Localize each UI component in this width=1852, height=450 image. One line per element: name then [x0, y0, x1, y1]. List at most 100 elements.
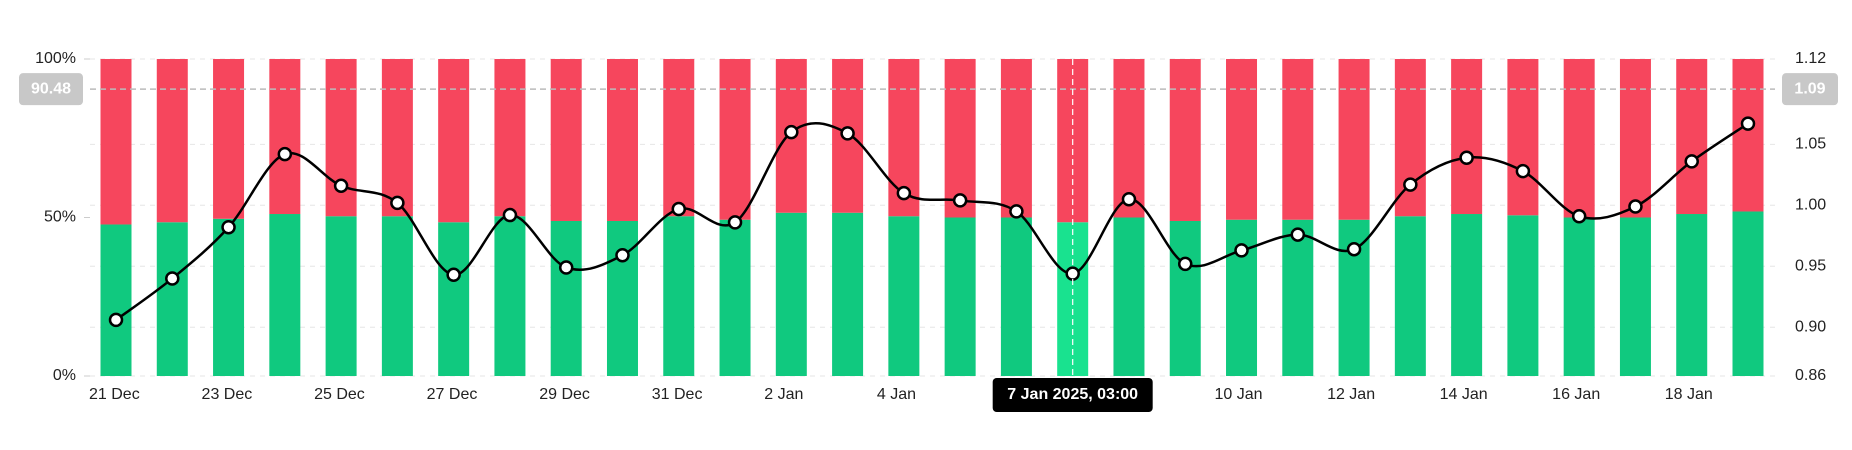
- long-bar: [550, 220, 582, 376]
- y2-tick-label: 1.05: [1795, 136, 1826, 153]
- long-bar: [663, 216, 695, 376]
- ratio-point: [896, 185, 912, 201]
- short-bar: [1113, 59, 1145, 218]
- short-bar: [1338, 59, 1370, 220]
- long-bar: [494, 216, 526, 376]
- short-bar: [269, 59, 301, 215]
- ratio-point: [1009, 204, 1024, 219]
- ratio-point: [165, 271, 180, 286]
- x-tick-label: 21 Dec: [89, 386, 140, 403]
- short-bar: [1676, 59, 1708, 215]
- crosshair-y2-label: 1.09: [1794, 80, 1825, 97]
- long-bar: [1732, 211, 1764, 376]
- short-bar: [606, 59, 638, 221]
- crosshair-y-badge: [19, 73, 83, 106]
- short-bar: [100, 59, 132, 225]
- short-bar: [1226, 59, 1258, 220]
- ratio-point: [333, 178, 349, 194]
- y-tick-label: 100%: [35, 50, 76, 67]
- long-bar: [1619, 217, 1651, 376]
- long-bar: [325, 216, 357, 376]
- long-bar: [775, 212, 807, 376]
- short-bar: [1282, 59, 1314, 220]
- y2-tick-label: 0.86: [1795, 367, 1826, 384]
- x-tick-label: 4 Jan: [877, 386, 916, 403]
- ratio-point: [1459, 150, 1474, 166]
- long-bar: [381, 216, 413, 376]
- short-bar: [663, 59, 695, 217]
- long-bar: [156, 222, 188, 376]
- x-tick-label: 27 Dec: [427, 386, 478, 403]
- ratio-point: [840, 126, 855, 141]
- y-tick-label: 0%: [53, 367, 76, 384]
- x-tick-label: 18 Jan: [1665, 386, 1713, 403]
- crosshair-x-label: 7 Jan 2025, 03:00: [1007, 386, 1138, 403]
- ratio-point: [277, 146, 293, 162]
- y2-tick-label: 1.00: [1795, 197, 1826, 214]
- ratio-point: [1234, 243, 1249, 258]
- crosshair-x-badge: [992, 378, 1153, 412]
- ratio-point: [1740, 116, 1756, 131]
- short-bar: [1507, 59, 1539, 216]
- short-bar: [719, 59, 751, 220]
- short-bar: [156, 59, 188, 223]
- ratio-point: [784, 124, 799, 140]
- short-bar: [1451, 59, 1483, 215]
- long-bar: [1507, 215, 1539, 376]
- ratio-point: [1515, 163, 1531, 179]
- x-tick-label: 25 Dec: [314, 386, 365, 403]
- x-tick-label: 23 Dec: [202, 386, 253, 403]
- short-bar: [1394, 59, 1426, 217]
- x-tick-label: 31 Dec: [652, 386, 703, 403]
- x-tick-label: 16 Jan: [1552, 386, 1600, 403]
- ratio-point: [558, 260, 574, 275]
- long-bar: [606, 220, 638, 376]
- ratio-point: [390, 195, 405, 211]
- short-bar: [494, 59, 526, 217]
- long-bar: [100, 224, 132, 376]
- ratio-point: [727, 215, 743, 230]
- long-bar: [1676, 214, 1708, 376]
- y-tick-label: 50%: [44, 209, 76, 226]
- long-bar: [213, 218, 245, 376]
- ratio-point: [1403, 177, 1418, 192]
- crosshair-y2-badge: [1782, 73, 1838, 106]
- short-bar: [213, 59, 245, 219]
- ratio-point: [221, 220, 236, 235]
- long-bar: [888, 216, 920, 376]
- short-bar: [1000, 59, 1032, 218]
- long-bar: [1282, 219, 1314, 376]
- short-bar: [1169, 59, 1201, 221]
- ratio-point: [1628, 199, 1643, 214]
- ratio-point: [1290, 227, 1306, 242]
- ratio-line: [115, 121, 1749, 321]
- y2-tick-label: 1.12: [1795, 50, 1826, 67]
- long-bar: [1563, 217, 1595, 376]
- long-bar: [1451, 214, 1483, 376]
- short-bar: [1732, 59, 1764, 212]
- ratio-point: [1121, 191, 1137, 207]
- x-tick-label: 14 Jan: [1440, 386, 1488, 403]
- ratio-point: [615, 248, 630, 263]
- long-bar: [719, 219, 751, 376]
- ratio-point: [502, 207, 518, 223]
- x-tick-label: 12 Jan: [1327, 386, 1375, 403]
- crosshair-y-label: 90.48: [31, 80, 71, 97]
- short-bar: [944, 59, 976, 218]
- ratio-point: [1684, 154, 1699, 169]
- long-bar: [832, 212, 864, 376]
- ratio-point: [1346, 241, 1362, 257]
- ratio-point: [1571, 209, 1587, 224]
- long-bar: [1113, 217, 1145, 376]
- short-bar: [550, 59, 582, 221]
- ratio-point: [108, 312, 124, 328]
- ratio-point: [446, 267, 461, 283]
- short-bar: [381, 59, 413, 217]
- y2-tick-label: 0.95: [1795, 257, 1826, 274]
- x-tick-label: 29 Dec: [539, 386, 590, 403]
- long-bar: [944, 217, 976, 376]
- long-bar: [269, 214, 301, 376]
- x-tick-label: 2 Jan: [764, 386, 803, 403]
- short-bar: [1619, 59, 1651, 218]
